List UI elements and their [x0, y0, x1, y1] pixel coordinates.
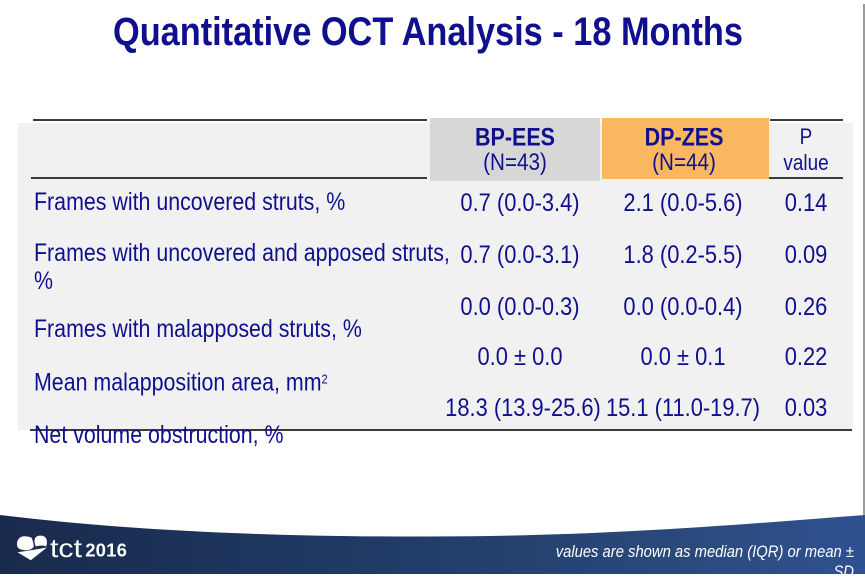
svg-text:2016: 2016	[85, 540, 127, 561]
svg-text:tct: tct	[50, 533, 83, 563]
